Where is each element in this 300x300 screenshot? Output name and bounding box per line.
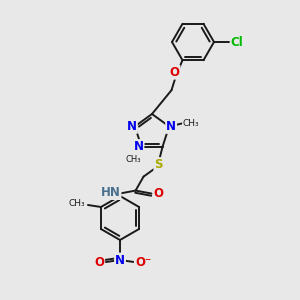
Text: CH₃: CH₃	[69, 200, 85, 208]
Text: O: O	[94, 256, 104, 268]
Text: CH₃: CH₃	[126, 155, 141, 164]
Text: N: N	[166, 120, 176, 133]
Text: O: O	[154, 187, 164, 200]
Text: N: N	[134, 140, 143, 153]
Text: S: S	[154, 158, 163, 171]
Text: O: O	[169, 66, 179, 79]
Text: O⁻: O⁻	[135, 256, 151, 268]
Text: HN: HN	[100, 186, 121, 199]
Text: CH₃: CH₃	[183, 119, 200, 128]
Text: N: N	[115, 254, 125, 266]
Text: N: N	[127, 120, 137, 133]
Text: Cl: Cl	[231, 35, 243, 49]
